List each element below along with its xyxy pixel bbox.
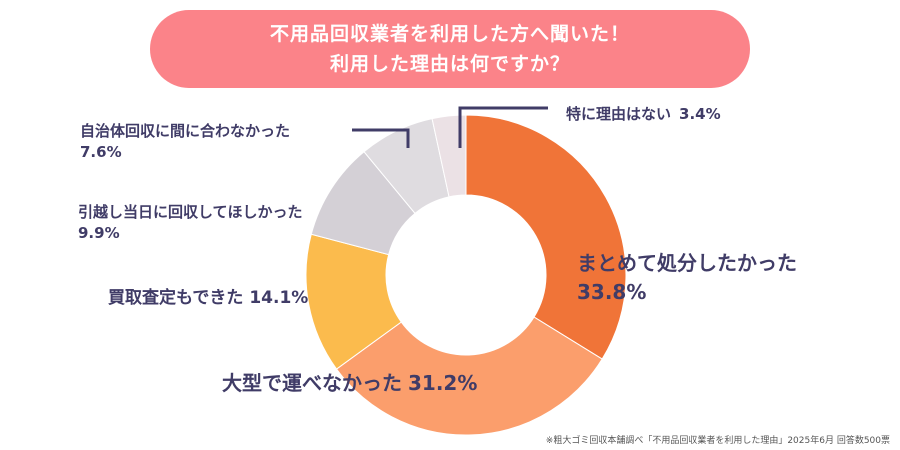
label-matomete-name: まとめて処分したかった xyxy=(577,251,797,275)
slice-tokuni xyxy=(431,114,467,198)
source-note: ※粗大ゴミ回収本舗調べ「不用品回収業者を利用した理由」2025年6月 回答数50… xyxy=(546,434,890,446)
label-oogata: 大型で運べなかった 31.2% xyxy=(222,371,477,395)
label-jichitai-name: 自治体回収に間に合わなかった xyxy=(80,122,290,140)
chart-title-line1: 不用品回収業者を利用した方へ聞いた！ xyxy=(269,23,630,45)
label-oogata-name: 大型で運べなかった xyxy=(222,371,402,395)
slice-matomete xyxy=(465,114,627,360)
label-matomete-value: 33.8% xyxy=(577,280,646,304)
label-kaitori-value: 14.1% xyxy=(249,288,308,308)
label-kaitori: 買取査定もできた 14.1% xyxy=(108,287,308,308)
slice-oogata xyxy=(335,316,603,436)
label-hikkoshi-name: 引越し当日に回収してほしかった xyxy=(78,203,303,221)
label-kaitori-name: 買取査定もできた xyxy=(108,287,243,308)
leader-line-municipal xyxy=(352,128,410,148)
chart-title-line2: 利用した理由は何ですか？ xyxy=(329,53,570,75)
title-banner: 不用品回収業者を利用した方へ聞いた！ 利用した理由は何ですか？ xyxy=(150,10,750,88)
donut-slices xyxy=(305,114,627,436)
leader-lines xyxy=(352,106,548,148)
label-tokuni: 特に理由はない 3.4% xyxy=(566,105,721,123)
label-oogata-value: 31.2% xyxy=(408,371,477,395)
label-tokuni-value: 3.4% xyxy=(679,105,721,123)
label-hikkoshi-value: 9.9% xyxy=(78,224,120,242)
label-tokuni-name: 特に理由はない xyxy=(566,105,671,123)
leader-line-no-reason xyxy=(458,106,548,148)
label-jichitai-value: 7.6% xyxy=(80,143,122,161)
